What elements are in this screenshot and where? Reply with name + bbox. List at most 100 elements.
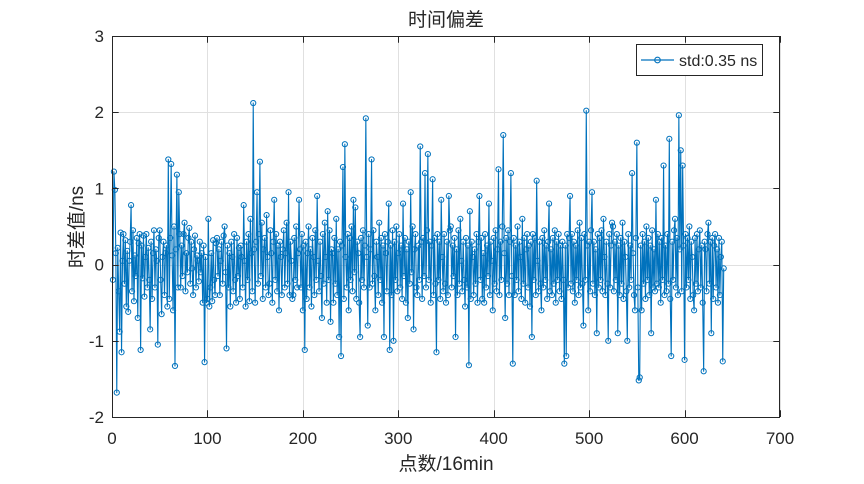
data-point: [702, 246, 709, 253]
data-point: [578, 234, 585, 242]
data-point: [271, 196, 278, 203]
data-point: [490, 234, 497, 242]
data-point: [305, 223, 312, 230]
data-point: [175, 189, 182, 196]
data-point: [379, 242, 387, 249]
data-point: [304, 250, 311, 257]
data-point: [606, 231, 613, 238]
data-point: [139, 275, 146, 282]
data-point: [262, 284, 269, 291]
data-point: [373, 238, 380, 245]
data-point: [209, 298, 216, 305]
data-point: [217, 257, 224, 264]
data-point: [190, 246, 198, 253]
data-point: [523, 246, 530, 253]
data-point: [202, 253, 209, 261]
data-point: [587, 227, 595, 234]
data-point: [580, 322, 587, 329]
data-point: [521, 234, 528, 242]
x-tick-label: 700: [766, 429, 794, 448]
data-point: [540, 284, 547, 291]
data-point: [386, 346, 393, 354]
data-point: [206, 303, 213, 310]
data-point: [343, 284, 350, 291]
data-point: [507, 170, 514, 177]
data-point: [607, 242, 615, 249]
data-point: [264, 253, 271, 261]
data-point: [711, 242, 718, 249]
data-point: [251, 246, 258, 253]
data-point: [658, 234, 665, 242]
data-point: [205, 215, 212, 222]
data-point: [628, 276, 635, 283]
data-point: [421, 170, 429, 177]
data-point: [180, 231, 187, 238]
data-point: [201, 359, 208, 366]
data-point: [158, 311, 165, 318]
data-point: [620, 295, 627, 302]
data-point: [163, 242, 170, 249]
data-point: [301, 346, 308, 354]
data-point: [118, 349, 125, 356]
data-point: [622, 253, 629, 261]
data-point: [283, 219, 290, 226]
data-point: [538, 307, 545, 314]
data-point: [649, 227, 656, 234]
data-point: [650, 246, 658, 253]
data-point: [720, 265, 727, 272]
data-point: [646, 291, 653, 299]
data-point: [400, 272, 408, 280]
data-point: [693, 231, 701, 238]
data-point: [183, 250, 190, 257]
data-point: [514, 223, 521, 230]
data-point: [717, 253, 724, 261]
data-point: [674, 291, 681, 299]
data-point: [367, 246, 374, 253]
data-point: [610, 288, 618, 295]
data-point: [676, 246, 683, 253]
data-point: [260, 246, 267, 253]
data-point: [497, 238, 504, 245]
data-point: [246, 298, 253, 305]
data-point: [382, 250, 389, 257]
data-point: [621, 238, 628, 245]
data-point: [510, 234, 517, 242]
data-point: [211, 276, 218, 283]
data-point: [508, 272, 515, 280]
data-point: [185, 234, 192, 242]
data-point: [486, 291, 493, 299]
data-point: [378, 234, 385, 242]
data-point: [119, 257, 126, 264]
data-point: [276, 238, 284, 245]
data-point: [224, 242, 231, 249]
data-point: [551, 227, 558, 234]
data-point: [464, 242, 472, 249]
data-point: [189, 265, 196, 272]
data-point: [199, 299, 206, 306]
data-point: [428, 242, 435, 249]
data-point: [186, 224, 193, 232]
data-point: [710, 295, 717, 302]
data-point: [216, 291, 223, 299]
data-point: [427, 299, 434, 306]
data-series: [109, 99, 727, 396]
data-point: [454, 291, 461, 299]
data-point: [203, 299, 210, 306]
data-point: [391, 238, 398, 245]
data-point: [712, 284, 720, 291]
data-point: [503, 280, 511, 287]
data-point: [222, 269, 229, 276]
data-point: [130, 298, 138, 305]
data-point: [588, 189, 596, 196]
data-point: [645, 234, 652, 242]
data-point: [383, 288, 390, 295]
data-point: [169, 307, 177, 314]
data-point: [699, 299, 706, 306]
data-point: [592, 246, 599, 253]
data-point: [226, 250, 233, 257]
data-point: [528, 333, 535, 341]
data-point: [630, 291, 638, 299]
data-point: [357, 234, 365, 242]
data-point: [677, 147, 684, 154]
data-point: [369, 280, 376, 287]
